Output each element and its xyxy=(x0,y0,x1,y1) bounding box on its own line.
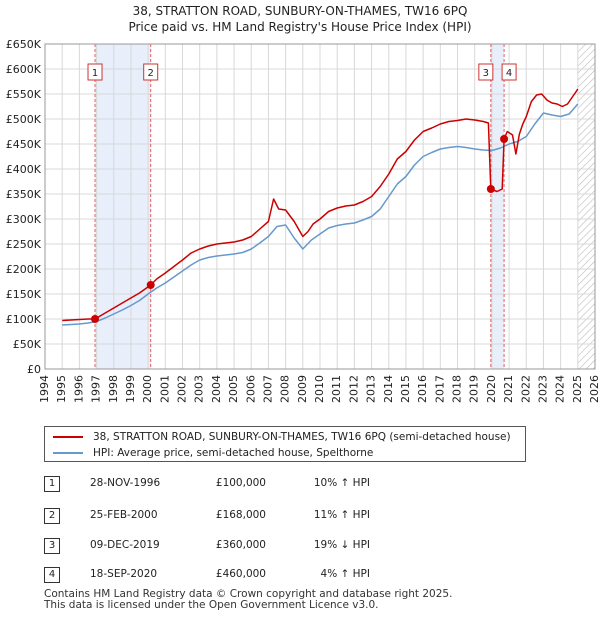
y-tick-label: £400K xyxy=(6,163,42,176)
x-tick-label: 1999 xyxy=(124,375,137,403)
shaded-range xyxy=(490,44,505,369)
x-tick-label: 2014 xyxy=(382,375,395,403)
x-tick-label: 2003 xyxy=(193,375,206,403)
y-tick-label: £600K xyxy=(6,63,42,76)
x-tick-label: 2004 xyxy=(210,375,223,403)
transaction-number: 1 xyxy=(44,476,60,492)
transaction-hpi-diff: 19% ↓ HPI xyxy=(313,539,370,551)
transaction-number: 3 xyxy=(44,538,60,554)
transaction-number: 4 xyxy=(44,567,60,583)
x-tick-label: 2010 xyxy=(313,375,326,403)
x-tick-label: 2018 xyxy=(451,375,464,403)
transaction-price: £168,000 xyxy=(215,509,266,521)
x-tick-label: 2011 xyxy=(330,375,343,403)
sale-point xyxy=(486,185,495,193)
y-tick-label: £650K xyxy=(6,38,42,51)
transaction-hpi-diff: 11% ↑ HPI xyxy=(313,509,370,521)
x-tick-label: 2024 xyxy=(554,375,567,403)
transaction-date: 28-NOV-1996 xyxy=(90,477,161,489)
transaction-row: 1 28-NOV-1996 £100,000 10% ↑ HPI xyxy=(0,476,600,494)
transaction-row: 2 25-FEB-2000 £168,000 11% ↑ HPI xyxy=(0,508,600,526)
x-tick-label: 2005 xyxy=(227,375,240,403)
x-tick-label: 2001 xyxy=(158,375,171,403)
legend: 38, STRATTON ROAD, SUNBURY-ON-THAMES, TW… xyxy=(44,426,526,462)
x-tick-label: 2007 xyxy=(261,375,274,403)
chart-area: 1 2 3 4 £0 £50K £100K £150K £200K £250K £300K £350K… xyxy=(6,38,600,403)
y-tick-label: £550K xyxy=(6,88,42,101)
chart-title-line1: 38, STRATTON ROAD, SUNBURY-ON-THAMES, TW… xyxy=(132,4,468,18)
legend-item-hpi: HPI: Average price, semi-detached house,… xyxy=(53,445,373,461)
x-tick-label: 2025 xyxy=(571,375,584,403)
x-tick-label: 2017 xyxy=(433,375,446,403)
shaded-range xyxy=(95,44,151,369)
annotation-label: 2 xyxy=(148,68,154,79)
transaction-hpi-diff: 4% ↑ HPI xyxy=(320,568,370,580)
legend-item-price: 38, STRATTON ROAD, SUNBURY-ON-THAMES, TW… xyxy=(53,429,511,445)
legend-label-price: 38, STRATTON ROAD, SUNBURY-ON-THAMES, TW… xyxy=(93,431,511,443)
price-series-line xyxy=(62,88,579,322)
x-tick-label: 2022 xyxy=(519,375,532,403)
y-tick-label: £450K xyxy=(6,138,42,151)
x-tick-label: 1997 xyxy=(90,375,103,403)
y-tick-label: £350K xyxy=(6,188,42,201)
x-tick-label: 2000 xyxy=(141,375,154,403)
transaction-date: 18-SEP-2020 xyxy=(90,568,158,580)
y-tick-label: £500K xyxy=(6,113,42,126)
future-hatch xyxy=(577,44,595,369)
y-tick-label: £0 xyxy=(27,363,41,376)
x-tick-label: 2026 xyxy=(588,375,600,403)
x-tick-label: 2008 xyxy=(279,375,292,403)
x-tick-label: 2013 xyxy=(365,375,378,403)
y-tick-label: £250K xyxy=(6,238,42,251)
transaction-row: 4 18-SEP-2020 £460,000 4% ↑ HPI xyxy=(0,567,600,585)
footer-copyright: Contains HM Land Registry data © Crown c… xyxy=(44,588,453,600)
transaction-number: 2 xyxy=(44,508,60,524)
legend-swatch-price xyxy=(53,436,83,438)
plot-frame xyxy=(44,43,596,370)
chart-title-line2: Price paid vs. HM Land Registry's House … xyxy=(128,20,472,34)
x-tick-label: 2009 xyxy=(296,375,309,403)
legend-label-hpi: HPI: Average price, semi-detached house,… xyxy=(93,447,374,459)
x-tick-label: 2002 xyxy=(176,375,189,403)
y-tick-label: £300K xyxy=(6,213,42,226)
x-tick-label: 1998 xyxy=(107,375,120,403)
legend-swatch-hpi xyxy=(53,452,83,454)
transaction-date: 25-FEB-2000 xyxy=(90,509,158,521)
x-tick-label: 2016 xyxy=(416,375,429,403)
annotation-box xyxy=(478,63,494,81)
transaction-price: £360,000 xyxy=(215,539,266,551)
y-tick-label: £150K xyxy=(6,288,42,301)
x-tick-label: 2021 xyxy=(502,375,515,403)
footer: Contains HM Land Registry data © Crown c… xyxy=(44,589,452,611)
transaction-price: £460,000 xyxy=(215,568,266,580)
sale-point xyxy=(500,135,509,143)
y-tick-label: £200K xyxy=(6,263,42,276)
y-tick-label: £50K xyxy=(13,338,42,351)
x-tick-label: 1995 xyxy=(55,375,68,403)
annotation-box xyxy=(501,63,517,81)
x-tick-label: 1996 xyxy=(72,375,85,403)
sale-point xyxy=(146,281,155,289)
transaction-price: £100,000 xyxy=(215,477,266,489)
x-tick-label: 1994 xyxy=(38,375,51,403)
x-tick-label: 2015 xyxy=(399,375,412,403)
x-tick-label: 2019 xyxy=(468,375,481,403)
transaction-row: 3 09-DEC-2019 £360,000 19% ↓ HPI xyxy=(0,538,600,556)
annotation-box xyxy=(143,63,159,81)
footer-license: This data is licensed under the Open Gov… xyxy=(44,599,379,611)
y-tick-label: £100K xyxy=(6,313,42,326)
hpi-series-line xyxy=(62,103,579,326)
annotation-label: 4 xyxy=(506,68,512,79)
x-tick-label: 2023 xyxy=(536,375,549,403)
annotation-label: 3 xyxy=(483,68,489,79)
annotation-box xyxy=(87,63,103,81)
transaction-hpi-diff: 10% ↑ HPI xyxy=(313,477,370,489)
annotation-label: 1 xyxy=(92,68,98,79)
sale-point xyxy=(91,315,100,323)
transaction-date: 09-DEC-2019 xyxy=(90,539,160,551)
x-tick-label: 2012 xyxy=(347,375,360,403)
x-tick-label: 2006 xyxy=(244,375,257,403)
x-tick-label: 2020 xyxy=(485,375,498,403)
